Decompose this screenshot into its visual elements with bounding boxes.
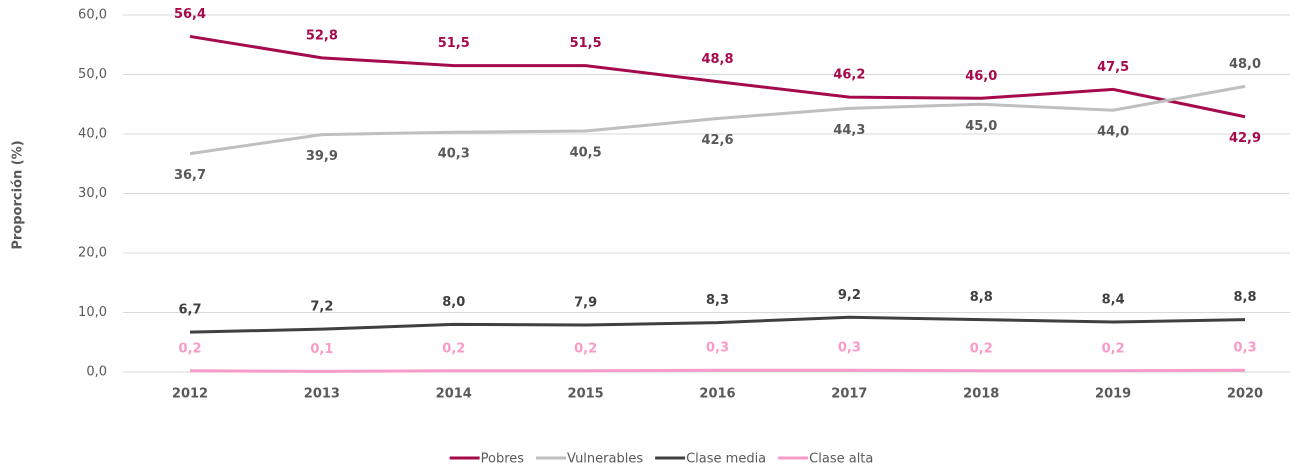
- data-label: 48,8: [701, 52, 733, 67]
- x-tick-label: 2019: [1095, 387, 1131, 402]
- x-tick-label: 2020: [1227, 387, 1263, 402]
- data-label: 0,2: [178, 341, 201, 356]
- data-label: 8,3: [706, 293, 729, 308]
- data-label: 6,7: [178, 303, 201, 318]
- data-label: 7,2: [310, 300, 333, 315]
- legend-label: Vulnerables: [567, 452, 643, 467]
- x-tick-label: 2016: [699, 387, 735, 402]
- legend-label: Clase alta: [809, 452, 873, 467]
- data-label: 42,9: [1229, 131, 1261, 146]
- series-line: [189, 84, 1246, 156]
- y-tick-label: 0,0: [86, 365, 107, 380]
- data-label: 0,3: [1233, 341, 1256, 356]
- data-label: 0,3: [838, 341, 861, 356]
- series-line: [189, 34, 1246, 119]
- x-tick-label: 2015: [568, 387, 604, 402]
- data-label: 39,9: [306, 149, 338, 164]
- data-label: 44,3: [833, 123, 865, 138]
- data-label: 0,1: [310, 342, 333, 357]
- x-tick-label: 2013: [304, 387, 340, 402]
- x-tick-label: 2017: [831, 387, 867, 402]
- data-label: 7,9: [574, 295, 597, 310]
- data-label: 51,5: [570, 36, 602, 51]
- y-tick-label: 20,0: [78, 246, 107, 261]
- data-label: 40,5: [570, 146, 602, 161]
- data-label: 51,5: [438, 36, 470, 51]
- data-label: 45,0: [965, 119, 997, 134]
- x-tick-label: 2012: [172, 387, 208, 402]
- data-label: 40,3: [438, 147, 470, 162]
- data-label: 47,5: [1097, 60, 1129, 75]
- y-tick-label: 10,0: [78, 305, 107, 320]
- data-label: 9,2: [838, 288, 861, 303]
- data-label: 56,4: [174, 7, 206, 22]
- data-label: 46,2: [833, 68, 865, 83]
- data-label: 8,4: [1102, 293, 1125, 308]
- y-tick-label: 50,0: [78, 67, 107, 82]
- series-line: [189, 368, 1246, 373]
- data-label: 36,7: [174, 168, 206, 183]
- data-label: 46,0: [965, 69, 997, 84]
- data-label: 8,0: [442, 295, 465, 310]
- data-label: 0,2: [442, 341, 465, 356]
- data-label: 48,0: [1229, 57, 1261, 72]
- data-label: 44,0: [1097, 125, 1129, 140]
- data-label: 0,2: [574, 341, 597, 356]
- data-label: 8,8: [970, 290, 993, 305]
- x-tick-label: 2014: [436, 387, 472, 402]
- data-label: 0,2: [1102, 341, 1125, 356]
- y-tick-label: 40,0: [78, 127, 107, 142]
- data-label: 0,2: [970, 341, 993, 356]
- data-label: 42,6: [701, 133, 733, 148]
- legend-label: Pobres: [481, 452, 525, 467]
- y-axis-title: Proporción (%): [11, 140, 26, 249]
- data-label: 8,8: [1233, 290, 1256, 305]
- data-label: 52,8: [306, 28, 338, 43]
- y-tick-label: 30,0: [78, 186, 107, 201]
- data-label: 0,3: [706, 341, 729, 356]
- series-line: [189, 315, 1246, 334]
- y-tick-label: 60,0: [78, 8, 107, 23]
- legend-label: Clase media: [686, 452, 766, 467]
- x-tick-label: 2018: [963, 387, 999, 402]
